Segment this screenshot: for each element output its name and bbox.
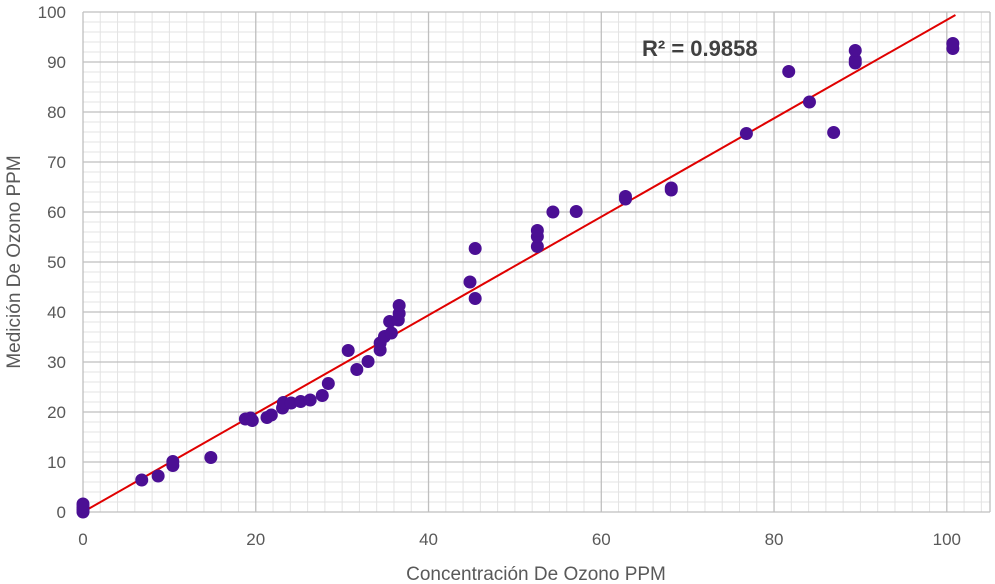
x-tick-label: 40 — [419, 530, 438, 549]
y-axis-title: Medición De Ozono PPM — [4, 155, 25, 368]
y-tick-label: 20 — [47, 403, 66, 422]
data-point — [946, 37, 960, 50]
data-point — [463, 275, 477, 289]
y-tick-label: 90 — [47, 53, 66, 72]
tick-labels: 0 20 40 60 80 100 0 10 20 30 40 50 60 70 80 90 100 — [38, 3, 961, 549]
y-tick-label: 0 — [57, 503, 66, 522]
y-tick-label: 40 — [47, 303, 66, 322]
data-point — [468, 242, 482, 255]
data-point — [530, 240, 544, 253]
data-point — [848, 53, 862, 67]
data-point — [530, 224, 544, 237]
x-tick-label: 60 — [592, 530, 611, 549]
data-point — [384, 326, 398, 340]
x-tick-label: 0 — [78, 530, 87, 549]
data-point — [848, 44, 862, 57]
y-tick-label: 80 — [47, 103, 66, 122]
y-tick-label: 50 — [47, 253, 66, 272]
x-tick-label: 20 — [246, 530, 265, 549]
data-point — [315, 389, 329, 402]
data-point — [468, 292, 482, 305]
data-point — [361, 355, 375, 368]
y-tick-label: 10 — [47, 453, 66, 472]
data-point — [76, 497, 90, 511]
data-point — [782, 65, 796, 78]
y-tick-label: 30 — [47, 353, 66, 372]
data-point — [341, 344, 355, 357]
y-tick-label: 100 — [38, 3, 66, 22]
data-point — [664, 181, 678, 195]
data-point — [802, 95, 816, 109]
x-tick-label: 80 — [765, 530, 784, 549]
data-point — [321, 377, 335, 390]
data-point — [827, 126, 841, 139]
gridlines — [82, 11, 991, 513]
data-point — [204, 451, 218, 464]
data-point — [392, 299, 406, 312]
data-point — [166, 455, 180, 468]
linear-trendline — [82, 14, 956, 513]
data-point — [151, 469, 165, 483]
data-point — [264, 408, 278, 422]
r-squared-annotation: R² = 0.9858 — [642, 36, 758, 61]
data-point — [245, 414, 259, 427]
data-point — [350, 363, 364, 376]
trendline — [82, 14, 956, 513]
data-point — [739, 127, 753, 140]
data-point — [546, 205, 560, 219]
y-tick-label: 70 — [47, 153, 66, 172]
data-point — [303, 393, 317, 407]
data-point — [569, 205, 583, 218]
data-point — [618, 190, 632, 203]
x-tick-label: 100 — [933, 530, 961, 549]
data-point — [135, 473, 149, 487]
x-axis-title: Concentración De Ozono PPM — [406, 564, 666, 584]
data-points — [76, 37, 960, 519]
y-tick-label: 60 — [47, 203, 66, 222]
